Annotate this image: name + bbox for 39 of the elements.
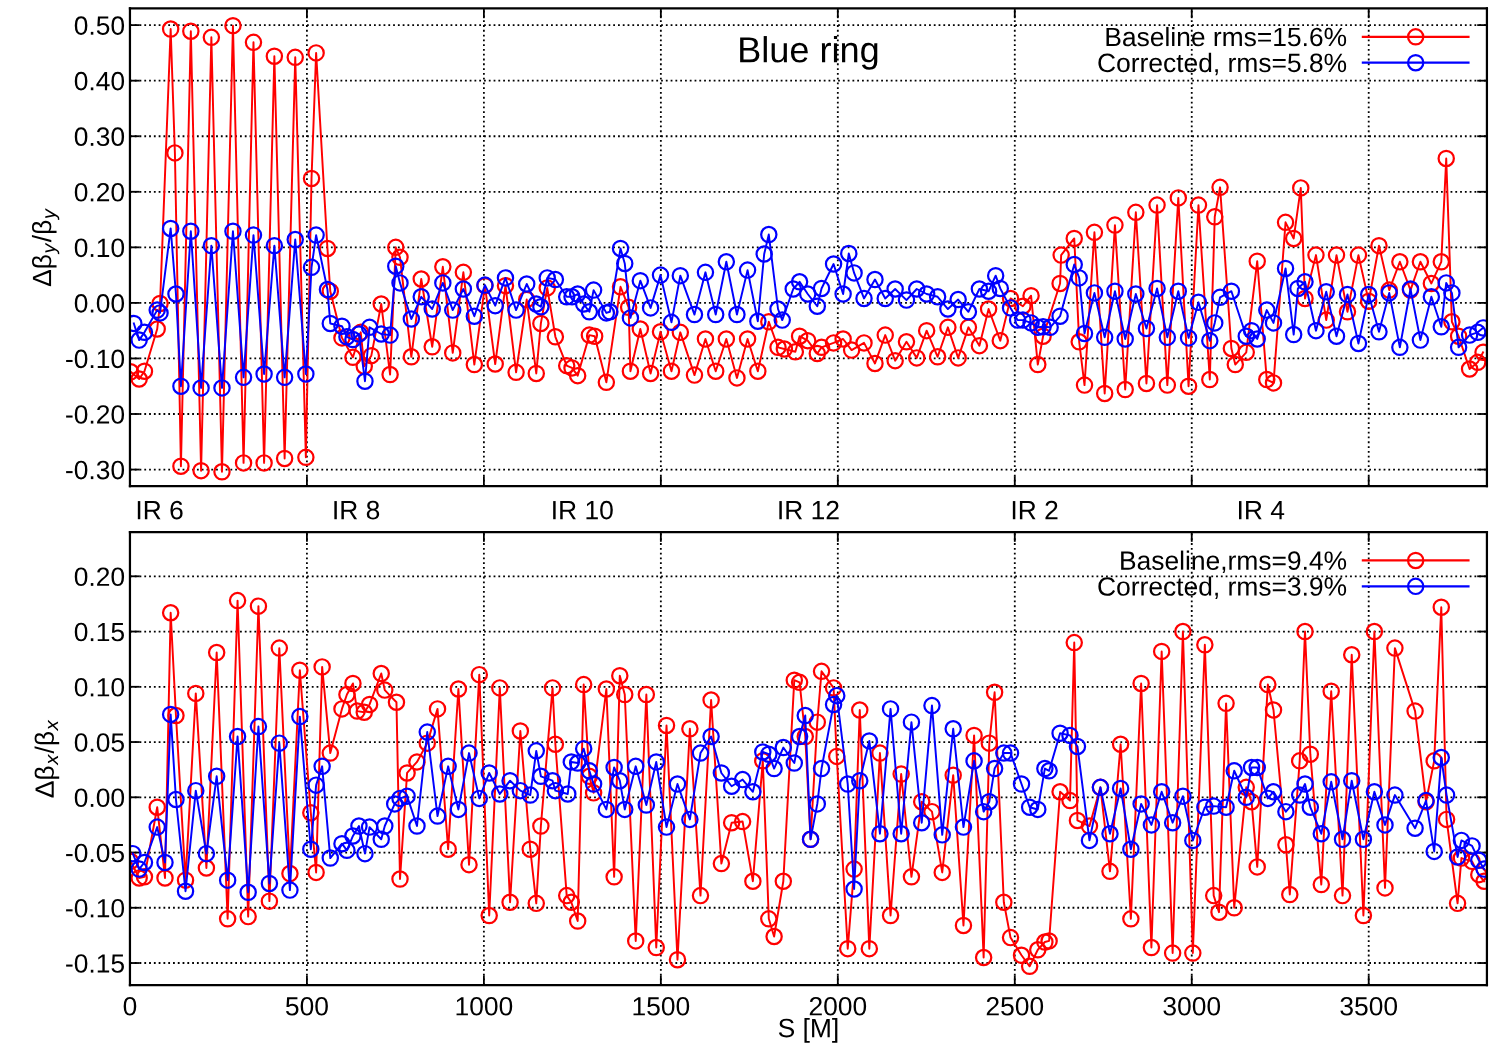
y-tick-label: 0.10	[74, 677, 125, 697]
y-tick-label: -0.15	[66, 954, 124, 973]
x-tick-label: 2500	[986, 996, 1044, 1016]
x-tick-label: 0	[123, 996, 137, 1016]
y-tick-label: 0.00	[74, 788, 125, 808]
x-tick-label: 1500	[633, 996, 690, 1016]
y-tick-label: 0.30	[74, 127, 125, 147]
y-tick-label: 0.00	[74, 294, 125, 313]
legend-label: Corrected, rms=5.8%	[1098, 52, 1347, 76]
text: IR 2	[1012, 500, 1058, 520]
x-tick-label: 2000	[809, 996, 867, 1016]
x-tick-label: 3500	[1340, 996, 1398, 1016]
y-tick-label: 0.10	[74, 238, 125, 258]
legend-label: Baseline,rms=9.4%	[1121, 550, 1347, 574]
y-tick-label: -0.20	[66, 405, 125, 424]
y-tick-label: -0.30	[66, 460, 125, 480]
y-tick-label: -0.10	[66, 898, 125, 918]
legend-label: Corrected, rms=3.9%	[1098, 576, 1347, 599]
x-axis-title: S [M]	[778, 1018, 838, 1043]
text: IR 6	[137, 500, 183, 520]
y-tick-label: 0.20	[74, 567, 125, 587]
y-axis-title: Δβ$_{y}$/β$_{y}$	[31, 208, 60, 287]
x-tick-label: 3000	[1163, 996, 1221, 1016]
text: IR 12	[779, 500, 839, 520]
y-tick-label: 0.15	[74, 622, 124, 642]
text: IR 4	[1239, 501, 1285, 520]
text: IR 8	[334, 500, 380, 520]
x-tick-label: 500	[285, 996, 328, 1016]
y-tick-label: 0.20	[74, 182, 125, 202]
y-tick-label: 0.50	[74, 16, 125, 35]
text: IR 10	[553, 500, 613, 520]
y-tick-label: -0.05	[66, 843, 124, 863]
text: Blue ring	[740, 36, 878, 70]
y-tick-label: -0.10	[66, 349, 125, 369]
y-tick-label: 0.05	[74, 733, 124, 752]
x-tick-label: 1000	[456, 996, 513, 1016]
y-axis-title: Δβ$_{x}$/β$_{x}$	[34, 719, 60, 798]
legend-label: Baseline rms=15.6%	[1106, 26, 1347, 47]
y-tick-label: 0.40	[74, 71, 125, 91]
